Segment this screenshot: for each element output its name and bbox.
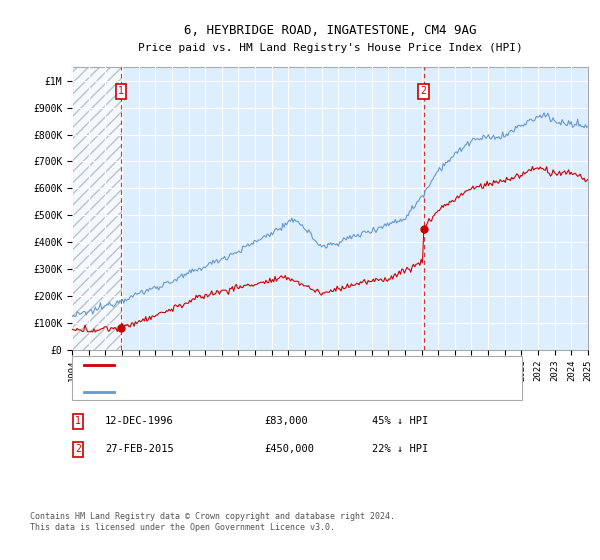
Text: 22% ↓ HPI: 22% ↓ HPI — [372, 444, 428, 454]
Text: HPI: Average price, detached house, Brentwood: HPI: Average price, detached house, Bren… — [120, 387, 385, 397]
Text: Price paid vs. HM Land Registry's House Price Index (HPI): Price paid vs. HM Land Registry's House … — [137, 43, 523, 53]
Text: 6, HEYBRIDGE ROAD, INGATESTONE, CM4 9AG: 6, HEYBRIDGE ROAD, INGATESTONE, CM4 9AG — [184, 24, 476, 38]
Text: 45% ↓ HPI: 45% ↓ HPI — [372, 416, 428, 426]
Text: 2: 2 — [75, 444, 81, 454]
Text: 27-FEB-2015: 27-FEB-2015 — [105, 444, 174, 454]
Text: £83,000: £83,000 — [264, 416, 308, 426]
Bar — [72, 67, 122, 350]
Text: £450,000: £450,000 — [264, 444, 314, 454]
Text: 2: 2 — [421, 86, 427, 96]
Text: 12-DEC-1996: 12-DEC-1996 — [105, 416, 174, 426]
Text: 1: 1 — [118, 86, 124, 96]
Text: 6, HEYBRIDGE ROAD, INGATESTONE, CM4 9AG (detached house): 6, HEYBRIDGE ROAD, INGATESTONE, CM4 9AG … — [120, 360, 449, 370]
Text: 1: 1 — [75, 416, 81, 426]
Text: Contains HM Land Registry data © Crown copyright and database right 2024.
This d: Contains HM Land Registry data © Crown c… — [30, 512, 395, 532]
